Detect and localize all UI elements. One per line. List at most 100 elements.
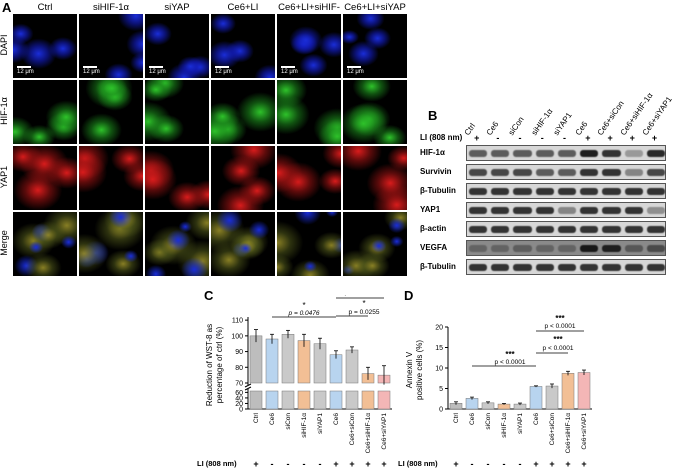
blot-band [580,169,599,176]
p-value: p < 0.0001 [495,359,526,366]
blot-band [513,169,532,176]
y-tick-label: 40 [235,395,243,402]
li-sign: - [471,459,474,469]
y-tick-label: 60 [235,390,243,397]
blot-band [557,226,577,233]
blot-strip [466,221,666,237]
li-label: LI (808 nm) [197,459,237,468]
blot-band [535,169,554,176]
blot-band [513,188,532,195]
x-tick-label: Ce6+siYAP1 [581,413,588,450]
blot-band [602,169,621,176]
bar [497,403,511,410]
blot-band [513,226,532,233]
column-header: Ctrl [37,2,53,13]
x-tick-label: siYAP1 [517,413,524,434]
li-sign: - [540,133,544,143]
x-tick-label: siHIF-1α [501,413,508,438]
blot-band [557,207,577,214]
microscopy-cell [144,211,210,277]
blot-band [491,264,510,271]
axis-break [244,383,252,388]
blot-band [491,188,510,195]
blot-strip [466,183,666,199]
blot-band [491,169,510,176]
microscopy-cell [342,79,408,145]
lane-label: siCon [507,115,527,137]
panel-d-letter: D [404,288,414,303]
scale-bar: 12 μm [149,66,166,75]
li-sign: + [349,459,354,469]
blot-band [535,226,554,233]
bar-lower [329,390,343,410]
li-sign: - [518,133,522,143]
microscopy-cell [78,145,144,211]
x-tick-label: Ce6 [533,413,540,425]
blot-band [535,207,554,214]
panel-a-letter: A [2,0,12,15]
blot-band [535,150,554,157]
band-label: β-Tubulin [420,186,456,195]
y-tick-label: 80 [235,365,243,372]
microscopy-cell [12,79,78,145]
blot-band [557,264,577,271]
blot-band [602,245,621,252]
y-axis-label: Reduction of WST-8 as [205,324,214,406]
microscopy-cell [12,211,78,277]
li-sign: + [629,133,635,143]
x-tick-label: siCon [285,413,292,430]
microscopy-cell [210,79,276,145]
li-sign: + [381,459,386,469]
band-label: VEGFA [420,243,448,252]
y-tick-label: 90 [235,349,243,356]
x-tick-label: siYAP1 [317,413,324,434]
column-header: siYAP [164,2,190,13]
blot-band [491,207,510,214]
microscopy-cell [210,211,276,277]
li-sign: - [496,133,500,143]
panel-b-letter: B [428,108,438,123]
bar-lower [249,390,263,410]
y-tick-label: 0 [439,407,443,414]
blot-band [624,245,643,252]
li-label: LI (808 nm) [420,133,463,142]
bar-lower [345,390,359,410]
x-tick-label: Ctrl [453,412,460,423]
wst8-bar-chart: Reduction of WST-8 as percentage of ctrl … [205,295,392,469]
microscopy-cell [12,145,78,211]
row-header: DAPI [0,34,9,56]
y-tick-label: 20 [435,325,443,332]
x-tick-label: Ce6 [269,413,276,425]
blot-band [557,150,577,157]
y-tick-label: 70 [235,381,243,388]
bar-lower [313,390,327,410]
blot-band [491,150,510,157]
scale-bar: 12 μm [347,66,364,75]
blot-band [602,226,621,233]
y-tick-label: 20 [235,401,243,408]
blot-strip [466,240,666,256]
li-sign: + [607,133,613,143]
li-sign: + [365,459,370,469]
p-value: p = 0.0476 [288,310,320,317]
bar [465,398,479,410]
blot-band [491,245,510,252]
blot-band [535,264,554,271]
microscopy-cell: 12 μm [12,13,78,79]
bar-lower [297,390,311,410]
blot-band [624,150,643,157]
column-header: Ce6+LI+siYAP [344,2,406,13]
blot-band [557,245,577,252]
blot-band [469,264,488,271]
bar [313,343,327,384]
blot-band [624,264,643,271]
bar-lower [281,390,295,410]
blot-strip [466,259,666,275]
microscopy-cell: 12 μm [144,13,210,79]
li-sign: + [565,459,570,469]
sig-stars: *** [553,335,563,344]
li-sign: + [533,459,538,469]
x-tick-label: Ce6+siYAP1 [381,413,388,450]
microscopy-cell: 12 μm [342,13,408,79]
